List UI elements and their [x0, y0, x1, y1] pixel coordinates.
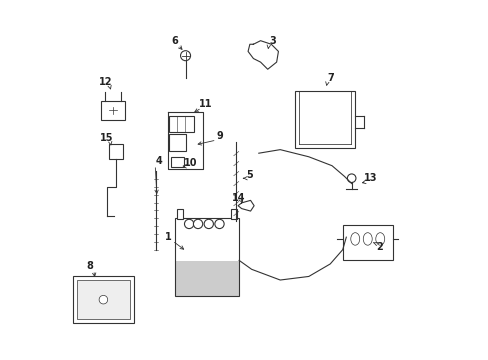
Text: 12: 12	[99, 77, 112, 87]
Circle shape	[180, 51, 190, 61]
Text: 8: 8	[86, 261, 93, 271]
Text: 5: 5	[246, 170, 253, 180]
FancyBboxPatch shape	[175, 261, 239, 296]
Text: 14: 14	[231, 193, 244, 203]
Text: 4: 4	[155, 157, 162, 166]
FancyBboxPatch shape	[108, 144, 123, 158]
FancyBboxPatch shape	[230, 209, 237, 219]
Text: 11: 11	[198, 99, 211, 109]
Circle shape	[184, 219, 193, 229]
Text: 2: 2	[375, 242, 382, 252]
Circle shape	[214, 219, 224, 229]
Circle shape	[346, 174, 355, 183]
FancyBboxPatch shape	[176, 209, 183, 219]
Ellipse shape	[363, 233, 371, 245]
Text: 15: 15	[100, 133, 113, 143]
Text: 9: 9	[216, 131, 223, 141]
FancyBboxPatch shape	[77, 280, 130, 319]
Circle shape	[203, 219, 213, 229]
Text: 6: 6	[171, 36, 178, 46]
FancyBboxPatch shape	[342, 225, 392, 260]
Ellipse shape	[375, 233, 384, 245]
FancyBboxPatch shape	[101, 100, 124, 120]
Text: 13: 13	[363, 173, 376, 183]
FancyBboxPatch shape	[73, 276, 134, 323]
FancyBboxPatch shape	[294, 91, 354, 148]
Text: 1: 1	[165, 232, 172, 242]
FancyBboxPatch shape	[171, 157, 183, 167]
Circle shape	[99, 296, 107, 304]
Ellipse shape	[350, 233, 359, 245]
Text: 10: 10	[183, 158, 197, 168]
Circle shape	[193, 219, 203, 229]
Text: 7: 7	[327, 73, 334, 83]
FancyBboxPatch shape	[169, 116, 194, 132]
Text: 3: 3	[268, 36, 275, 46]
FancyBboxPatch shape	[169, 134, 185, 152]
